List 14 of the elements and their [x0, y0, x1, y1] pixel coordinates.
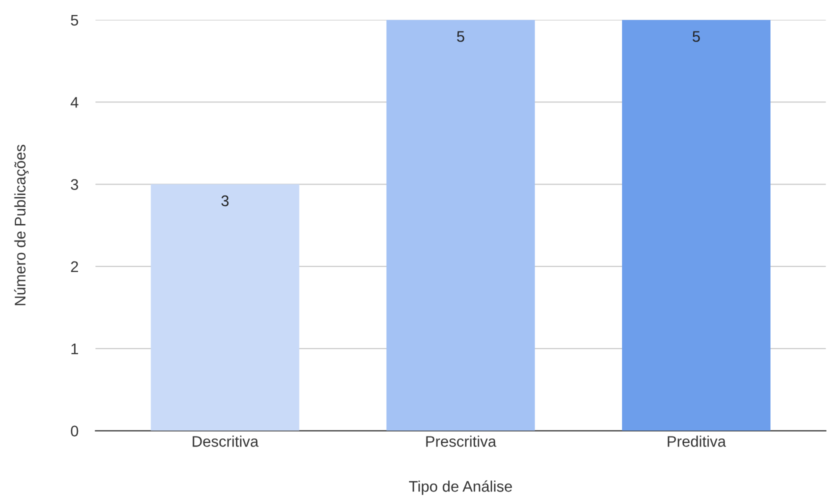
y-tick-label: 5: [70, 14, 78, 26]
x-tick-label: Descritiva: [192, 436, 259, 447]
data-label: 5: [457, 31, 464, 42]
data-label: 3: [221, 195, 229, 206]
x-tick-label: Preditiva: [668, 436, 726, 447]
y-tick-label: 1: [71, 344, 78, 354]
x-tick-label: Prescritiva: [426, 436, 496, 447]
y-tick-label: 2: [71, 261, 78, 272]
y-tick-label: 0: [70, 426, 78, 436]
y-tick-label: 4: [70, 97, 78, 108]
x-axis-title: Tipo de Análise: [409, 480, 512, 495]
y-tick-label: 3: [70, 179, 78, 190]
y-axis-title: Número de Publicações: [14, 144, 29, 306]
data-label: 5: [692, 31, 700, 42]
